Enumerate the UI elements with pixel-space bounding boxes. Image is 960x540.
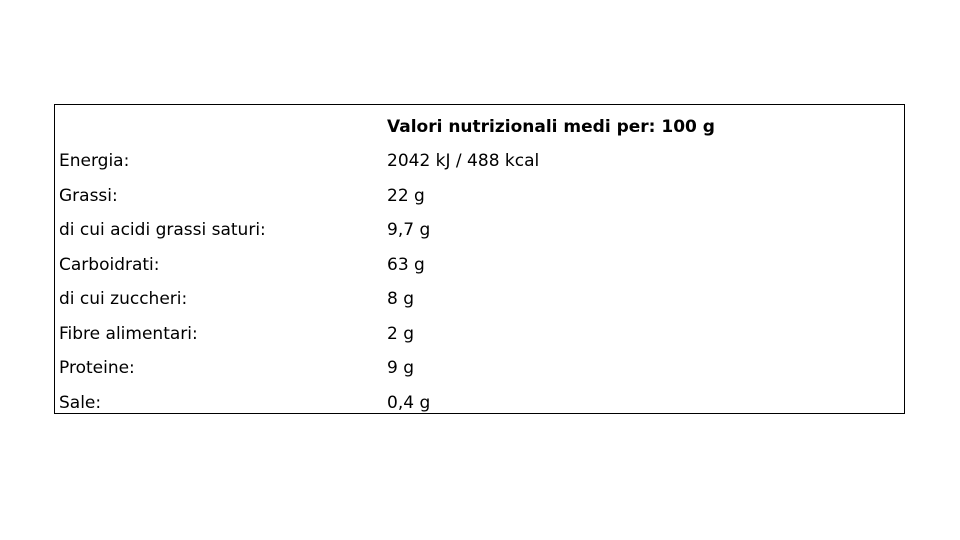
table-row: Proteine: 9 g bbox=[55, 351, 904, 385]
cell: 63 g bbox=[387, 254, 425, 275]
cell: Energia: bbox=[59, 151, 130, 171]
table-row: Carboidrati: 63 g bbox=[55, 248, 904, 282]
cell: 9 g bbox=[387, 358, 415, 378]
table-row: Grassi: 22 g bbox=[55, 179, 904, 213]
cell: 22 g bbox=[387, 185, 425, 206]
cell: 2 g bbox=[387, 323, 415, 344]
cell: Fibre alimentari: bbox=[59, 323, 198, 344]
cell: 0,4 g bbox=[387, 392, 431, 413]
cell: Valori nutrizionali medi per: 100 g bbox=[387, 117, 715, 137]
cell: 8 g bbox=[387, 289, 415, 309]
table-row: Energia: 2042 kJ / 488 kcal bbox=[55, 144, 904, 178]
cell: Proteine: bbox=[59, 358, 135, 378]
table-row: Sale: 0,4 g bbox=[55, 386, 904, 420]
cell: 9,7 g bbox=[387, 220, 431, 240]
table-row: Fibre alimentari: 2 g bbox=[55, 317, 904, 351]
cell: di cui zuccheri: bbox=[59, 289, 188, 309]
cell: di cui acidi grassi saturi: bbox=[59, 220, 266, 240]
table-row: di cui zuccheri: 8 g bbox=[55, 282, 904, 316]
cell: Sale: bbox=[59, 392, 102, 413]
cell: 2042 kJ / 488 kcal bbox=[387, 151, 540, 171]
cell: Carboidrati: bbox=[59, 254, 160, 275]
cell: Grassi: bbox=[59, 185, 118, 206]
table-row: di cui acidi grassi saturi: 9,7 g bbox=[55, 213, 904, 247]
header-row: Valori nutrizionali medi per: 100 g bbox=[55, 110, 904, 144]
nutrition-table: Valori nutrizionali medi per: 100 g Energ… bbox=[54, 104, 905, 414]
